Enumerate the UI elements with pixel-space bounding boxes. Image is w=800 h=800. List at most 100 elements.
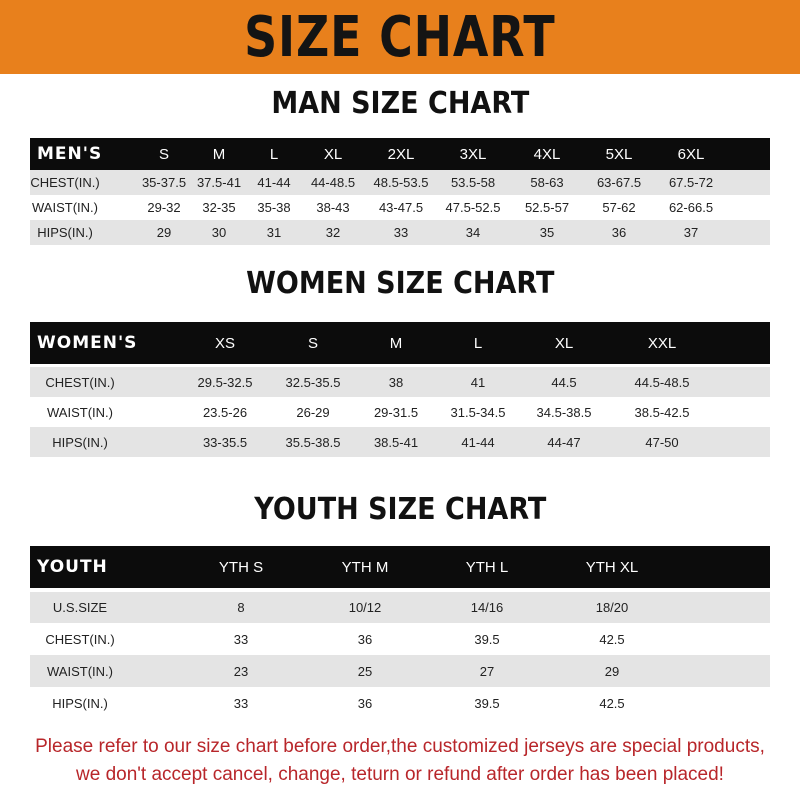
- measurement-value: 44.5-48.5: [634, 374, 690, 390]
- men-title-text: MAN SIZE CHART: [271, 86, 529, 121]
- measurement-value: 47.5-52.5: [445, 200, 501, 215]
- measurement-value: 33: [393, 225, 409, 240]
- table-row: WAIST(IN.) 23 25 27 29: [30, 655, 770, 687]
- table-corner-label: WOMEN'S: [37, 333, 138, 353]
- table-header-row: WOMEN'S XS S M L XL XXL: [30, 322, 770, 364]
- measurement-value: 32: [325, 225, 341, 240]
- measurement-value: 29-32: [147, 200, 181, 215]
- measurement-value: 8: [237, 600, 245, 615]
- youth-size-table: YOUTH YTH S YTH M YTH L YTH XL U.S.SIZE 8 10/12…: [30, 546, 770, 719]
- size-column-header: M: [389, 334, 403, 352]
- size-column-header: XL: [323, 145, 343, 163]
- table-row: CHEST(IN.) 29.5-32.5 32.5-35.5 38 41 44.5 44.5…: [30, 367, 770, 397]
- size-column-header: XS: [214, 334, 236, 352]
- measurement-value: 43-47.5: [378, 200, 424, 215]
- measurement-label: U.S.SIZE: [52, 600, 108, 615]
- measurement-value: 10/12: [348, 600, 382, 615]
- measurement-value: 26-29: [296, 404, 330, 420]
- table-row: U.S.SIZE 8 10/12 14/16 18/20: [30, 592, 770, 623]
- measurement-value: 41: [470, 374, 486, 390]
- measurement-value: 31.5-34.5: [450, 404, 506, 420]
- size-column-header: YTH L: [465, 558, 509, 576]
- measurement-label: CHEST(IN.): [30, 175, 100, 190]
- size-column-header: 4XL: [533, 145, 561, 163]
- size-column-header: XL: [554, 334, 574, 352]
- table-corner-label: YOUTH: [37, 557, 108, 577]
- measurement-value: 58-63: [530, 175, 564, 190]
- measurement-value: 18/20: [595, 600, 629, 615]
- measurement-value: 62-66.5: [668, 200, 714, 215]
- measurement-value: 29.5-32.5: [197, 374, 253, 390]
- measurement-value: 29-31.5: [373, 404, 419, 420]
- table-header-row: YOUTH YTH S YTH M YTH L YTH XL: [30, 546, 770, 588]
- measurement-label: HIPS(IN.): [37, 225, 93, 240]
- measurement-value: 38.5-41: [373, 434, 419, 450]
- youth-section-title: YOUTH SIZE CHART: [0, 492, 800, 527]
- measurement-value: 29: [604, 663, 620, 679]
- table-row: HIPS(IN.) 33 36 39.5 42.5: [30, 687, 770, 719]
- measurement-value: 25: [357, 663, 373, 679]
- measurement-value: 52.5-57: [524, 200, 570, 215]
- size-column-header: S: [307, 334, 319, 352]
- measurement-value: 32-35: [202, 200, 236, 215]
- table-row: WAIST(IN.) 29-32 32-35 35-38 38-43 43-47.5 47.…: [30, 195, 770, 220]
- table-header-row: MEN'S S M L XL 2XL 3XL 4XL 5XL 6XL: [30, 138, 770, 170]
- measurement-value: 32.5-35.5: [285, 374, 341, 390]
- measurement-value: 42.5: [599, 695, 625, 711]
- measurement-value: 67.5-72: [668, 175, 714, 190]
- measurement-value: 35.5-38.5: [285, 434, 341, 450]
- measurement-value: 37.5-41: [196, 175, 242, 190]
- measurement-value: 33: [233, 631, 249, 647]
- table-row: CHEST(IN.) 33 36 39.5 42.5: [30, 623, 770, 655]
- measurement-value: 31: [266, 225, 282, 240]
- men-size-table: MEN'S S M L XL 2XL 3XL 4XL 5XL 6XL CHEST(IN.) 35-37…: [30, 138, 770, 245]
- measurement-value: 39.5: [474, 695, 500, 711]
- measurement-value: 57-62: [602, 200, 636, 215]
- measurement-value: 36: [357, 631, 373, 647]
- size-column-header: L: [473, 334, 483, 352]
- measurement-label: HIPS(IN.): [52, 434, 108, 450]
- measurement-value: 34.5-38.5: [536, 404, 592, 420]
- measurement-value: 36: [357, 695, 373, 711]
- measurement-label: CHEST(IN.): [45, 631, 115, 647]
- size-column-header: 6XL: [677, 145, 705, 163]
- women-size-table: WOMEN'S XS S M L XL XXL CHEST(IN.) 29.5-32.5 32.5…: [30, 322, 770, 457]
- table-row: HIPS(IN.) 33-35.5 35.5-38.5 38.5-41 41-44 44-…: [30, 427, 770, 457]
- measurement-value: 47-50: [645, 434, 679, 450]
- measurement-value: 33: [233, 695, 249, 711]
- women-section-title: WOMEN SIZE CHART: [0, 266, 800, 301]
- measurement-value: 38.5-42.5: [634, 404, 690, 420]
- measurement-value: 42.5: [599, 631, 625, 647]
- measurement-value: 29: [156, 225, 172, 240]
- size-column-header: M: [212, 145, 226, 163]
- measurement-value: 44-48.5: [310, 175, 356, 190]
- women-title-text: WOMEN SIZE CHART: [245, 266, 555, 301]
- measurement-value: 44.5: [551, 374, 577, 390]
- men-section-title: MAN SIZE CHART: [0, 86, 800, 121]
- measurement-value: 35: [539, 225, 555, 240]
- size-column-header: YTH S: [218, 558, 264, 576]
- footer-notice-line1: Please refer to our size chart before or…: [35, 736, 765, 757]
- measurement-value: 37: [683, 225, 699, 240]
- measurement-value: 41-44: [461, 434, 495, 450]
- size-column-header: YTH XL: [585, 558, 639, 576]
- table-row: WAIST(IN.) 23.5-26 26-29 29-31.5 31.5-34.5 34…: [30, 397, 770, 427]
- measurement-label: WAIST(IN.): [47, 663, 113, 679]
- youth-title-text: YOUTH SIZE CHART: [253, 492, 547, 527]
- size-column-header: YTH M: [341, 558, 389, 576]
- measurement-value: 39.5: [474, 631, 500, 647]
- measurement-label: HIPS(IN.): [52, 695, 108, 711]
- measurement-value: 41-44: [257, 175, 291, 190]
- table-row: HIPS(IN.) 29 30 31 32 33 34 35 36 37: [30, 220, 770, 245]
- size-column-header: 3XL: [459, 145, 487, 163]
- size-column-header: S: [158, 145, 170, 163]
- size-column-header: 2XL: [387, 145, 415, 163]
- measurement-value: 53.5-58: [450, 175, 496, 190]
- measurement-value: 30: [211, 225, 227, 240]
- page-title: SIZE CHART: [244, 4, 556, 70]
- footer-notice-line2: we don't accept cancel, change, teturn o…: [76, 764, 724, 785]
- title-banner: SIZE CHART: [0, 0, 800, 74]
- size-column-header: 5XL: [605, 145, 633, 163]
- measurement-value: 23: [233, 663, 249, 679]
- measurement-label: WAIST(IN.): [32, 200, 98, 215]
